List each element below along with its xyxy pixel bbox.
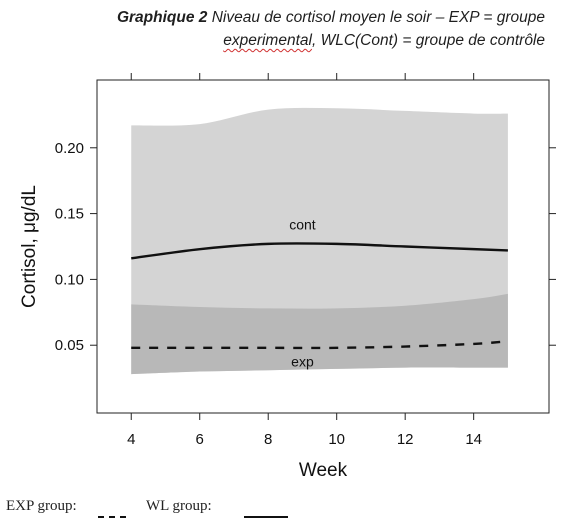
y-axis-label: Cortisol, μg/dL xyxy=(19,185,40,308)
x-tick-label: 12 xyxy=(397,431,414,448)
figure-caption: Graphique 2 Niveau de cortisol moyen le … xyxy=(25,6,545,52)
axes: 4 6 8 10 12 14 0.05 0.10 0.15 0.20 xyxy=(55,73,556,448)
band-exp xyxy=(131,293,508,375)
caption-line-2: experimental, WLC(Cont) = groupe de cont… xyxy=(25,29,545,52)
series-lines xyxy=(131,242,509,350)
x-tick-label: 6 xyxy=(196,431,204,448)
caption-line-1: Graphique 2 Niveau de cortisol moyen le … xyxy=(25,6,545,29)
caption-text-experimental: experimental xyxy=(223,32,312,49)
x-tick-label: 14 xyxy=(465,431,482,448)
legend-wl-swatch xyxy=(244,516,288,518)
caption-label: Graphique 2 xyxy=(116,9,208,26)
x-tick-label: 10 xyxy=(328,431,345,448)
cortisol-chart: 4 6 8 10 12 14 0.05 0.10 0.15 0.20 cont exp Cortis… xyxy=(19,73,556,481)
confidence-bands xyxy=(131,107,508,375)
series-annotations: cont exp xyxy=(289,216,316,369)
series-line-exp xyxy=(131,340,509,350)
caption-text-line-2: , WLC(Cont) = groupe de contrôle xyxy=(311,32,545,49)
series-line-cont xyxy=(131,242,508,260)
annotation-cont: cont xyxy=(289,216,316,232)
annotation-exp: exp xyxy=(291,353,314,369)
x-tick-label: 8 xyxy=(264,431,272,448)
legend-exp-label: EXP group: xyxy=(6,498,77,514)
y-tick-label: 0.05 xyxy=(55,337,84,354)
x-axis-label: Week xyxy=(299,460,348,481)
y-tick-label: 0.10 xyxy=(55,271,84,288)
plot-frame xyxy=(96,79,550,414)
legend-exp-swatch xyxy=(98,516,126,518)
x-tick-label: 4 xyxy=(127,431,135,448)
legend-wl-label: WL group: xyxy=(146,498,212,514)
caption-text-line-1: Niveau de cortisol moyen le soir – EXP =… xyxy=(211,9,545,26)
y-tick-label: 0.20 xyxy=(55,140,84,157)
y-tick-label: 0.15 xyxy=(55,206,84,223)
